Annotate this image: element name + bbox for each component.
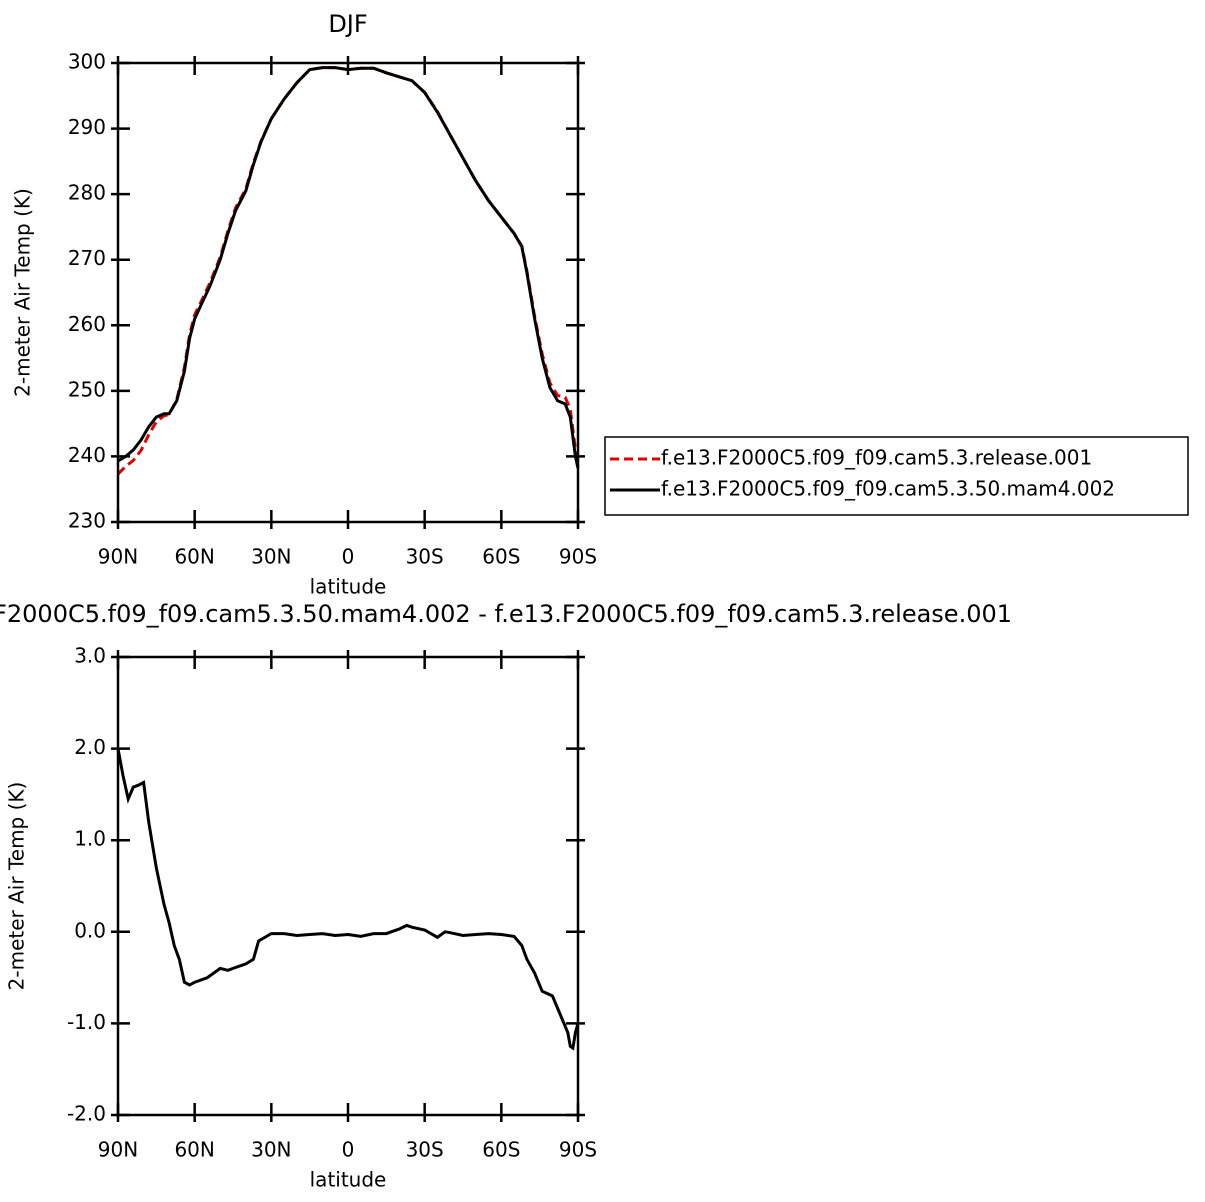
y-tick-label: 260 <box>68 312 106 336</box>
y-tick-label: 3.0 <box>74 644 106 668</box>
plot-frame <box>116 61 580 524</box>
y-tick-label: 280 <box>68 181 106 205</box>
data-line <box>116 66 580 476</box>
x-tick-label: 30N <box>251 545 291 569</box>
y-tick-label: -2.0 <box>67 1102 106 1126</box>
y-axis-label: 2-meter Air Temp (K) <box>11 188 35 397</box>
x-tick-label: 90S <box>559 545 597 569</box>
y-tick-label: -1.0 <box>67 1010 106 1034</box>
data-line <box>117 66 580 469</box>
y-tick-label: 290 <box>68 115 106 139</box>
x-tick-label: 60S <box>482 1138 520 1162</box>
x-axis-label: latitude <box>310 575 387 599</box>
legend-box <box>604 436 1189 516</box>
plot-frame <box>116 655 580 1117</box>
x-tick-label: 90N <box>98 1138 138 1162</box>
chart-title: f.e13.F2000C5.f09_f09.cam5.3.50.mam4.002… <box>0 600 1012 628</box>
x-tick-label: 60N <box>174 545 214 569</box>
x-tick-label: 60S <box>482 545 520 569</box>
x-tick-label: 90N <box>98 545 138 569</box>
x-tick-label: 90S <box>559 1138 597 1162</box>
x-tick-label: 30S <box>406 1138 444 1162</box>
x-tick-label: 30S <box>406 545 444 569</box>
y-tick-label: 0.0 <box>74 918 106 942</box>
y-tick-label: 240 <box>68 443 106 467</box>
legend-label: f.e13.F2000C5.f09_f09.cam5.3.release.001 <box>661 446 1092 470</box>
x-tick-label: 0 <box>342 1138 355 1162</box>
y-tick-label: 2.0 <box>74 735 106 759</box>
y-tick-label: 300 <box>68 50 106 74</box>
legend-label: f.e13.F2000C5.f09_f09.cam5.3.50.mam4.002 <box>661 477 1115 501</box>
y-tick-label: 230 <box>68 509 106 533</box>
y-tick-label: 250 <box>68 377 106 401</box>
x-tick-label: 30N <box>251 1138 291 1162</box>
x-tick-label: 0 <box>342 545 355 569</box>
x-axis-label: latitude <box>310 1168 387 1192</box>
y-tick-label: 270 <box>68 246 106 270</box>
data-line <box>116 748 580 1051</box>
y-axis-label: 2-meter Air Temp (K) <box>5 782 29 991</box>
chart-title: DJF <box>328 10 367 38</box>
x-tick-label: 60N <box>174 1138 214 1162</box>
y-tick-label: 1.0 <box>74 827 106 851</box>
